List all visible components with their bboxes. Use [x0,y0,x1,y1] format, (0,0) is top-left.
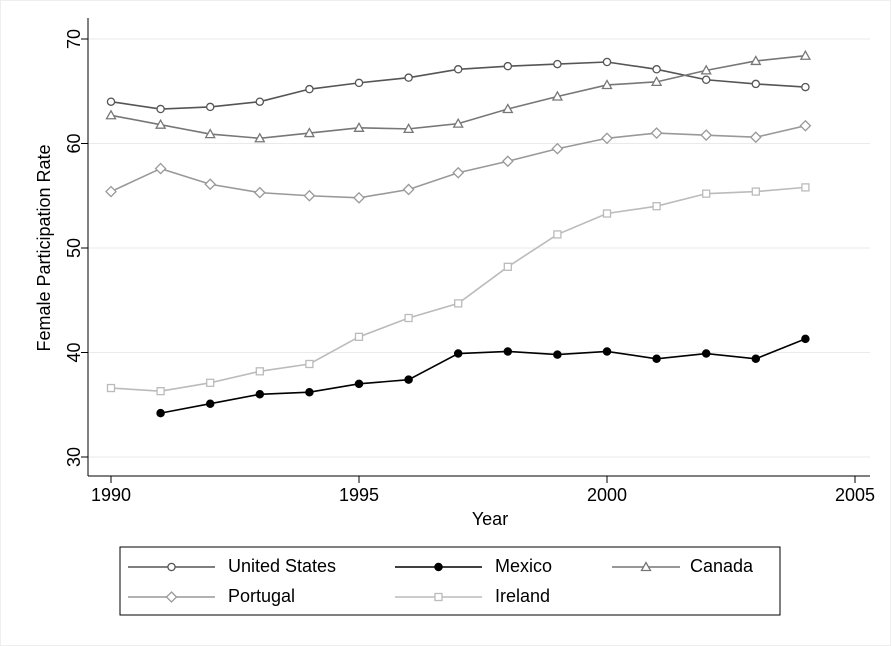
marker [402,183,415,196]
y-tick-label: 60 [64,133,84,153]
marker [205,102,215,112]
marker [501,155,514,168]
marker [799,119,812,132]
y-tick-label: 70 [64,29,84,49]
legend-marker [640,561,652,572]
legend-label: United States [228,556,336,576]
marker [751,354,761,364]
marker [750,55,762,66]
marker [650,76,663,86]
marker [404,73,413,82]
marker [353,191,365,204]
marker [749,131,762,144]
marker [652,202,661,211]
x-tick-label: 2000 [587,485,627,505]
marker [205,399,215,408]
marker [799,49,812,60]
x-axis-label: Year [472,509,508,529]
marker [353,121,365,132]
marker [154,118,167,129]
y-tick-label: 50 [64,238,84,258]
y-tick-label: 40 [64,342,84,362]
marker [801,334,810,344]
legend-marker [434,592,443,602]
legend-label: Ireland [495,586,550,606]
marker [551,90,564,101]
marker [204,128,216,139]
marker [602,347,612,356]
marker [701,349,711,358]
marker [253,186,266,199]
marker [602,57,612,67]
marker [452,166,465,179]
marker [602,209,612,218]
marker [601,79,613,90]
marker [453,349,463,358]
legend-label: Mexico [495,556,552,576]
legend-marker [434,562,443,572]
marker [255,97,265,106]
marker [156,408,165,418]
marker [305,387,314,397]
marker [106,97,116,106]
marker [700,129,713,142]
marker [105,185,117,198]
marker [303,189,316,202]
marker [106,383,116,393]
plot-area [88,18,870,476]
marker [354,332,364,341]
marker [154,162,167,175]
marker [553,350,562,359]
marker [801,183,810,192]
x-tick-label: 2005 [835,485,875,505]
marker [601,132,613,145]
marker [553,59,562,69]
legend-marker [167,562,176,572]
marker [156,104,165,114]
marker [305,359,314,369]
marker [404,313,413,323]
marker [502,103,514,114]
y-tick-label: 30 [64,447,84,467]
marker [105,109,117,120]
marker [801,82,810,92]
marker [551,142,564,155]
series-line [160,338,806,414]
marker [354,78,364,88]
marker [204,178,217,191]
marker [751,187,760,196]
marker [255,367,264,376]
marker [553,230,562,239]
marker [254,132,266,143]
x-tick-label: 1990 [91,485,131,505]
marker [751,79,761,89]
marker [255,390,265,399]
marker [503,262,512,271]
marker [402,123,415,134]
x-tick-label: 1995 [339,485,379,505]
marker [453,65,463,74]
marker [503,347,513,356]
marker [503,61,513,71]
legend [119,546,781,616]
marker [650,127,663,139]
marker [701,75,711,85]
marker [454,299,463,308]
marker [652,354,661,364]
marker [404,375,413,384]
y-axis-label: Female Participation Rate [34,144,54,351]
legend-marker [165,591,178,603]
marker [702,189,711,198]
marker [206,378,215,387]
marker [452,117,464,128]
legend-label: Canada [690,556,754,576]
marker [354,379,364,389]
marker [303,127,316,138]
marker [652,65,661,74]
marker [700,64,712,75]
marker [156,387,165,396]
marker [305,84,314,94]
legend-label: Portugal [228,586,295,606]
